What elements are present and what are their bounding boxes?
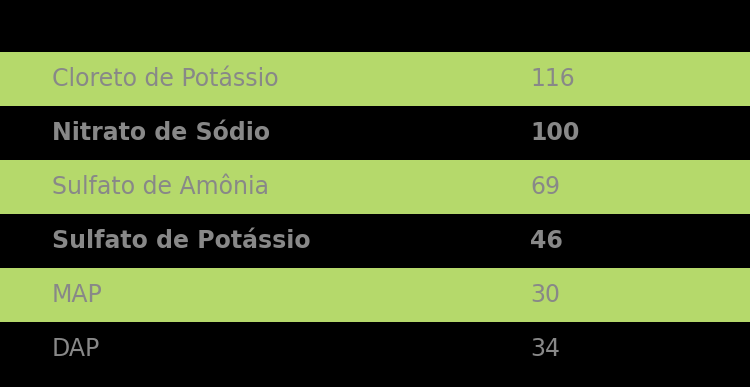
Text: Nitrato de Sódio: Nitrato de Sódio (52, 121, 270, 145)
Text: Cloreto de Potássio: Cloreto de Potássio (52, 67, 279, 91)
Bar (0, 52, 750, 106)
Text: Sulfato de Potássio: Sulfato de Potássio (52, 229, 310, 253)
Text: DAP: DAP (52, 337, 100, 361)
Text: MAP: MAP (52, 283, 103, 307)
Text: 30: 30 (530, 283, 560, 307)
Text: 34: 34 (530, 337, 560, 361)
Text: 116: 116 (530, 67, 574, 91)
Bar (0, 106, 750, 160)
Bar (0, 268, 750, 322)
Text: Sulfato de Amônia: Sulfato de Amônia (52, 175, 269, 199)
Text: 100: 100 (530, 121, 579, 145)
Text: 69: 69 (530, 175, 560, 199)
Text: 46: 46 (530, 229, 562, 253)
Bar (0, 322, 750, 376)
Bar (0, 214, 750, 268)
Bar (0, 160, 750, 214)
